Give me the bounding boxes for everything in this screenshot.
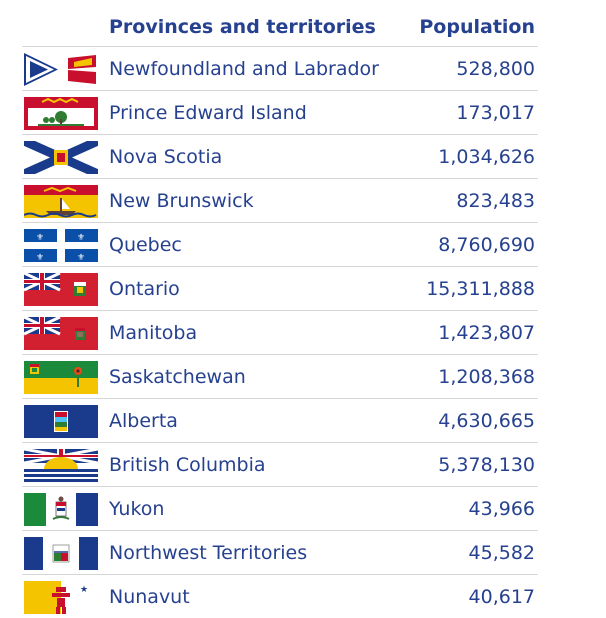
table-row: ★ Nunavut 40,617 [22,575,538,618]
province-name[interactable]: Saskatchewan [109,366,246,388]
yukon-flag-icon [24,493,98,526]
province-name[interactable]: Newfoundland and Labrador [109,58,379,80]
table-header: Provinces and territories Population [22,4,538,47]
population-value: 8,760,690 [438,234,535,256]
province-name[interactable]: Prince Edward Island [109,102,307,124]
population-value: 823,483 [456,190,535,212]
column-header-provinces: Provinces and territories [109,16,376,38]
svg-text:⚜: ⚜ [77,253,85,262]
table-row: Newfoundland and Labrador 528,800 [22,47,538,91]
table-row: British Columbia 5,378,130 [22,443,538,487]
table-row: Yukon 43,966 [22,487,538,531]
province-name[interactable]: British Columbia [109,454,266,476]
table-row: Prince Edward Island 173,017 [22,91,538,135]
manitoba-flag-icon [24,317,98,350]
new-brunswick-flag-icon [24,185,98,218]
population-value: 1,034,626 [438,146,535,168]
nova-scotia-flag-icon [24,141,98,174]
province-name[interactable]: Nova Scotia [109,146,223,168]
table-row: Northwest Territories 45,582 [22,531,538,575]
svg-text:⚜: ⚜ [77,233,85,243]
table-row: Nova Scotia 1,034,626 [22,135,538,179]
svg-text:⚜: ⚜ [36,253,44,262]
column-header-population: Population [419,16,535,38]
provinces-table: Provinces and territories Population New… [22,4,538,618]
nunavut-flag-icon: ★ [24,581,98,614]
population-value: 528,800 [456,58,535,80]
alberta-flag-icon [24,405,98,438]
province-name[interactable]: Nunavut [109,586,190,608]
province-name[interactable]: Ontario [109,278,180,300]
svg-text:⚜: ⚜ [36,233,44,243]
population-value: 5,378,130 [438,454,535,476]
table-row: New Brunswick 823,483 [22,179,538,223]
table-row: Manitoba 1,423,807 [22,311,538,355]
population-value: 43,966 [468,498,535,520]
quebec-flag-icon: ⚜ ⚜ ⚜ ⚜ [24,229,98,262]
table-row: Alberta 4,630,665 [22,399,538,443]
population-value: 40,617 [468,586,535,608]
population-value: 4,630,665 [438,410,535,432]
ontario-flag-icon [24,273,98,306]
northwest-territories-flag-icon [24,537,98,570]
table-row: Ontario 15,311,888 [22,267,538,311]
population-value: 1,208,368 [438,366,535,388]
table-row: Saskatchewan 1,208,368 [22,355,538,399]
population-value: 1,423,807 [438,322,535,344]
table-row: ⚜ ⚜ ⚜ ⚜ Quebec 8,760,690 [22,223,538,267]
province-name[interactable]: Northwest Territories [109,542,308,564]
british-columbia-flag-icon [24,449,98,482]
population-value: 173,017 [456,102,535,124]
province-name[interactable]: Manitoba [109,322,198,344]
province-name[interactable]: New Brunswick [109,190,254,212]
province-name[interactable]: Alberta [109,410,178,432]
population-value: 15,311,888 [426,278,535,300]
province-name[interactable]: Yukon [109,498,165,520]
saskatchewan-flag-icon [24,361,98,394]
newfoundland-flag-icon [24,53,98,86]
pei-flag-icon [24,97,98,130]
svg-text:★: ★ [80,585,88,595]
province-name[interactable]: Quebec [109,234,182,256]
population-value: 45,582 [468,542,535,564]
